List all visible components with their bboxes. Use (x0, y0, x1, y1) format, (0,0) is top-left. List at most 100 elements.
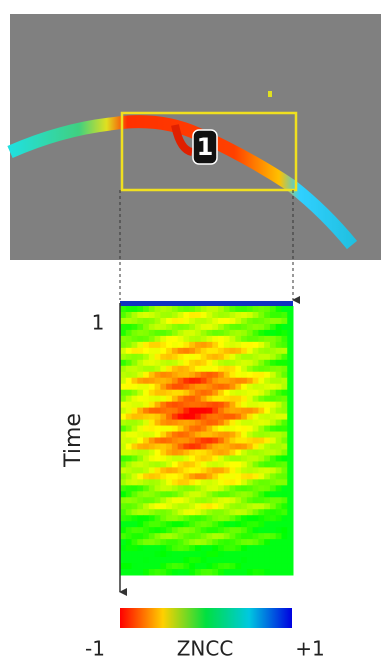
heat-cell (189, 342, 195, 348)
heat-cell (207, 408, 213, 414)
heat-cell (201, 414, 207, 420)
heat-cell (160, 503, 166, 509)
heat-cell (155, 420, 161, 426)
heat-cell (126, 449, 132, 455)
heat-cell (126, 485, 132, 491)
heat-cell (155, 563, 161, 569)
heat-cell (155, 539, 161, 545)
heat-cell (218, 402, 224, 408)
heat-cell (201, 312, 207, 318)
heat-cell (166, 551, 172, 557)
heat-cell (207, 539, 213, 545)
heat-cell (276, 527, 282, 533)
heat-cell (166, 342, 172, 348)
heat-cell (218, 396, 224, 402)
heat-cell (224, 366, 230, 372)
heat-cell (160, 473, 166, 479)
heat-cell (195, 545, 201, 551)
heat-cell (276, 426, 282, 432)
heat-cell (230, 408, 236, 414)
heat-cell (189, 390, 195, 396)
heat-cell (126, 408, 132, 414)
heat-cell (183, 432, 189, 438)
heat-cell (183, 527, 189, 533)
heat-cell (132, 527, 138, 533)
heat-cell (137, 372, 143, 378)
heat-cell (172, 366, 178, 372)
heat-cell (137, 330, 143, 336)
heat-cell (276, 432, 282, 438)
heat-cell (235, 408, 241, 414)
heat-cell (247, 336, 253, 342)
heat-cell (178, 443, 184, 449)
heat-cell (281, 485, 287, 491)
heat-cell (201, 521, 207, 527)
heat-cell (132, 479, 138, 485)
heat-cell (195, 539, 201, 545)
heat-cell (218, 426, 224, 432)
heat-cell (281, 527, 287, 533)
heat-cell (160, 402, 166, 408)
heat-cell (183, 485, 189, 491)
heat-cell (253, 432, 259, 438)
heat-cell (132, 312, 138, 318)
heat-cell (132, 414, 138, 420)
heat-cell (212, 384, 218, 390)
heat-cell (253, 324, 259, 330)
heat-cell (212, 527, 218, 533)
heat-cell (224, 569, 230, 575)
heat-cell (247, 420, 253, 426)
heat-cell (287, 438, 293, 444)
heat-cell (281, 497, 287, 503)
heat-cell (132, 426, 138, 432)
heat-cell (201, 569, 207, 575)
heat-cell (230, 443, 236, 449)
heat-cell (155, 449, 161, 455)
heat-cell (120, 318, 126, 324)
heat-cell (230, 306, 236, 312)
heat-cell (120, 485, 126, 491)
heat-cell (201, 479, 207, 485)
heat-cell (183, 336, 189, 342)
heat-cell (189, 360, 195, 366)
heat-cell (166, 569, 172, 575)
heat-cell (287, 467, 293, 473)
heat-cell (224, 378, 230, 384)
heat-cell (166, 408, 172, 414)
heat-cell (143, 354, 149, 360)
heat-cell (241, 515, 247, 521)
heat-cell (224, 467, 230, 473)
heat-cell (183, 390, 189, 396)
heat-cell (281, 551, 287, 557)
heat-cell (287, 390, 293, 396)
heat-cell (264, 521, 270, 527)
heat-cell (132, 449, 138, 455)
heat-cell (195, 479, 201, 485)
heat-cell (195, 443, 201, 449)
heat-cell (264, 473, 270, 479)
heat-cell (201, 402, 207, 408)
heat-cell (143, 378, 149, 384)
heat-cell (247, 467, 253, 473)
heat-cell (120, 306, 126, 312)
heat-cell (143, 455, 149, 461)
heat-cell (178, 354, 184, 360)
heat-cell (235, 533, 241, 539)
heat-cell (132, 408, 138, 414)
heat-cell (132, 473, 138, 479)
heat-cell (212, 515, 218, 521)
heat-cell (178, 342, 184, 348)
heat-cell (230, 557, 236, 563)
heat-cell (287, 461, 293, 467)
heat-cell (183, 342, 189, 348)
heat-cell (143, 551, 149, 557)
heat-cell (235, 378, 241, 384)
heat-cell (143, 366, 149, 372)
heat-cell (253, 497, 259, 503)
heat-cell (270, 402, 276, 408)
heat-cell (149, 414, 155, 420)
heat-cell (224, 551, 230, 557)
heat-cell (183, 479, 189, 485)
heat-cell (241, 330, 247, 336)
heat-cell (178, 402, 184, 408)
